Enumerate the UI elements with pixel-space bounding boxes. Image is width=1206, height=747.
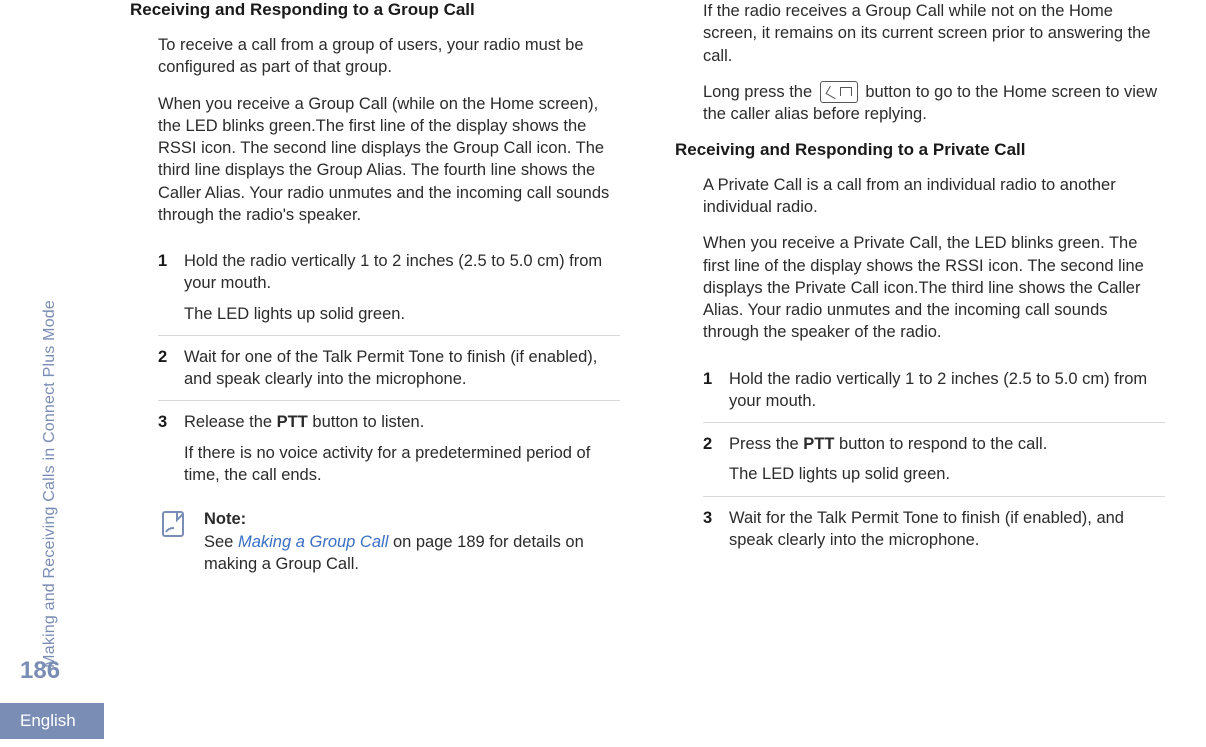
step-pre: Release the xyxy=(184,413,277,431)
step-text: Wait for one of the Talk Permit Tone to … xyxy=(184,346,620,391)
left-column: Receiving and Responding to a Group Call… xyxy=(130,0,620,575)
step-text: Hold the radio vertically 1 to 2 inches … xyxy=(184,250,620,325)
note-title: Note: xyxy=(204,508,620,530)
right-top-para1: If the radio receives a Group Call while… xyxy=(703,0,1165,67)
sidebar: Making and Receiving Calls in Connect Pl… xyxy=(30,58,70,668)
private-call-title: Receiving and Responding to a Private Ca… xyxy=(675,140,1165,160)
section-label: Making and Receiving Calls in Connect Pl… xyxy=(41,300,59,668)
note-pre: See xyxy=(204,533,238,551)
step-text: Press the PTT button to respond to the c… xyxy=(729,433,1165,486)
home-button-icon xyxy=(820,81,858,103)
step-main: Hold the radio vertically 1 to 2 inches … xyxy=(729,370,1147,410)
step-bold: PTT xyxy=(277,413,308,431)
right-top-para2: Long press the button to go to the Home … xyxy=(703,81,1165,126)
step-item: 2 Press the PTT button to respond to the… xyxy=(703,423,1165,497)
step-main: Hold the radio vertically 1 to 2 inches … xyxy=(184,252,602,292)
step-pre: Press the xyxy=(729,435,803,453)
step-sub: The LED lights up solid green. xyxy=(729,463,1165,485)
group-call-title: Receiving and Responding to a Group Call xyxy=(130,0,620,20)
step-number: 2 xyxy=(158,346,184,391)
para2-pre: Long press the xyxy=(703,83,817,101)
group-call-body: To receive a call from a group of users,… xyxy=(130,34,620,575)
private-call-steps: 1 Hold the radio vertically 1 to 2 inche… xyxy=(703,358,1165,562)
step-item: 2 Wait for one of the Talk Permit Tone t… xyxy=(158,336,620,402)
step-sub: If there is no voice activity for a pred… xyxy=(184,442,620,487)
step-main: Wait for one of the Talk Permit Tone to … xyxy=(184,348,597,388)
step-number: 1 xyxy=(158,250,184,325)
note-link[interactable]: Making a Group Call xyxy=(238,533,388,551)
step-text: Wait for the Talk Permit Tone to finish … xyxy=(729,507,1165,552)
page-number: 186 xyxy=(20,657,60,685)
private-call-body: A Private Call is a call from an individ… xyxy=(675,174,1165,561)
step-sub: The LED lights up solid green. xyxy=(184,303,620,325)
private-call-intro1: A Private Call is a call from an individ… xyxy=(703,174,1165,219)
step-post: button to respond to the call. xyxy=(834,435,1047,453)
step-main: Wait for the Talk Permit Tone to finish … xyxy=(729,509,1124,549)
step-number: 3 xyxy=(158,411,184,486)
step-number: 3 xyxy=(703,507,729,552)
step-text: Hold the radio vertically 1 to 2 inches … xyxy=(729,368,1165,413)
note-block: Note: See Making a Group Call on page 18… xyxy=(158,496,620,575)
private-call-intro2: When you receive a Private Call, the LED… xyxy=(703,232,1165,343)
step-item: 1 Hold the radio vertically 1 to 2 inche… xyxy=(703,358,1165,424)
step-text: Release the PTT button to listen. If the… xyxy=(184,411,620,486)
right-top-section: If the radio receives a Group Call while… xyxy=(675,0,1165,126)
step-item: 1 Hold the radio vertically 1 to 2 inche… xyxy=(158,240,620,336)
page-container: Receiving and Responding to a Group Call… xyxy=(0,0,1206,575)
language-tab: English xyxy=(0,703,104,739)
group-call-intro2: When you receive a Group Call (while on … xyxy=(158,93,620,227)
step-number: 1 xyxy=(703,368,729,413)
step-item: 3 Wait for the Talk Permit Tone to finis… xyxy=(703,497,1165,562)
note-body: See Making a Group Call on page 189 for … xyxy=(204,531,620,576)
step-post: button to listen. xyxy=(308,413,425,431)
step-number: 2 xyxy=(703,433,729,486)
step-item: 3 Release the PTT button to listen. If t… xyxy=(158,401,620,496)
content-columns: Receiving and Responding to a Group Call… xyxy=(130,0,1165,575)
note-content: Note: See Making a Group Call on page 18… xyxy=(204,508,620,575)
right-column: If the radio receives a Group Call while… xyxy=(675,0,1165,575)
note-icon xyxy=(158,508,190,540)
group-call-intro1: To receive a call from a group of users,… xyxy=(158,34,620,79)
step-bold: PTT xyxy=(803,435,834,453)
group-call-steps: 1 Hold the radio vertically 1 to 2 inche… xyxy=(158,240,620,496)
